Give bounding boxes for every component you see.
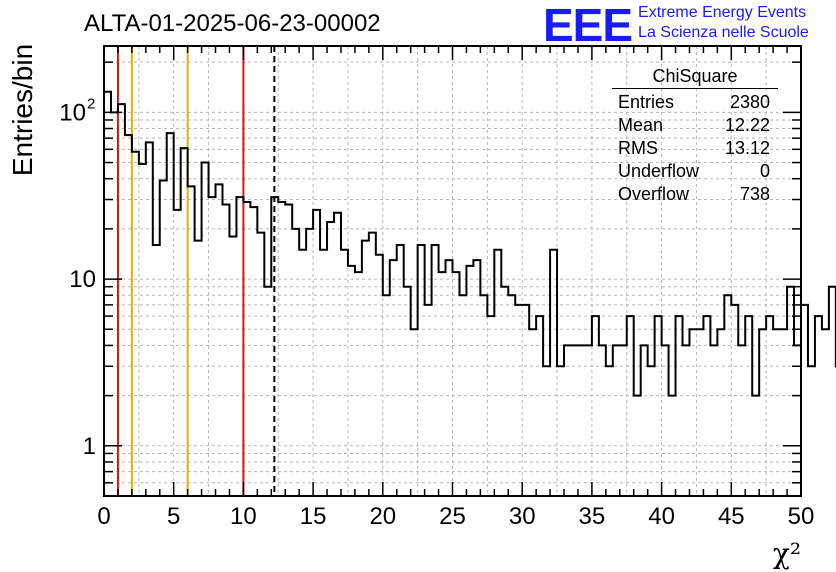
x-tick-label: 25	[439, 503, 466, 530]
x-tick-label: 10	[230, 503, 257, 530]
x-tick-label: 15	[300, 503, 327, 530]
stat-value: 738	[739, 184, 770, 204]
stat-row-overflow: Overflow 738	[612, 183, 778, 206]
stat-row-entries: Entries 2380	[612, 91, 778, 114]
x-tick-label: 0	[97, 503, 110, 530]
x-tick-label: 50	[788, 503, 815, 530]
logo-line-2: La Scienza nelle Scuole	[638, 24, 809, 41]
y-tick-label: 10	[59, 99, 86, 126]
x-tick-label: 45	[718, 503, 745, 530]
stat-label: Mean	[618, 115, 664, 135]
stat-value: 13.12	[724, 138, 770, 158]
logo-line-1: Extreme Energy Events	[638, 4, 807, 21]
y-tick-label: 10	[69, 266, 96, 293]
axis-ticks	[103, 46, 802, 497]
logo-text: Extreme Energy Events La Scienza nelle S…	[638, 2, 809, 43]
y-tick-exponent: 2	[87, 95, 95, 112]
x-tick-label: 35	[579, 503, 606, 530]
stat-row-rms: RMS 13.12	[612, 137, 778, 160]
y-axis-label: Entries/bin	[7, 44, 38, 176]
page-title: ALTA-01-2025-06-23-00002	[84, 10, 381, 37]
x-tick-labels: 0 5 10 15 20 25 30 35 40 45 50	[97, 503, 814, 530]
x-axis-label: χ²	[773, 537, 801, 570]
stats-title: ChiSquare	[612, 66, 778, 89]
eee-logo: EEE Extreme Energy Events La Scienza nel…	[543, 2, 809, 48]
stat-label: Entries	[618, 92, 675, 112]
stat-label: RMS	[618, 138, 658, 158]
stat-value: 0	[759, 161, 770, 181]
logo-mark: EEE	[543, 0, 633, 51]
stat-row-mean: Mean 12.22	[612, 114, 778, 137]
stat-label: Underflow	[618, 161, 700, 181]
x-tick-label: 5	[167, 503, 180, 530]
stat-value: 2380	[729, 92, 770, 112]
y-tick-label: 1	[83, 433, 96, 460]
x-tick-label: 40	[648, 503, 675, 530]
x-tick-label: 30	[509, 503, 536, 530]
stat-label: Overflow	[618, 184, 690, 204]
x-tick-label: 20	[369, 503, 396, 530]
stat-row-underflow: Underflow 0	[612, 160, 778, 183]
marker-lines	[116, 46, 276, 496]
stats-box: ChiSquare Entries 2380 Mean 12.22 RMS 13…	[612, 66, 778, 206]
histogram-series	[104, 90, 836, 397]
stat-value: 12.22	[724, 115, 770, 135]
